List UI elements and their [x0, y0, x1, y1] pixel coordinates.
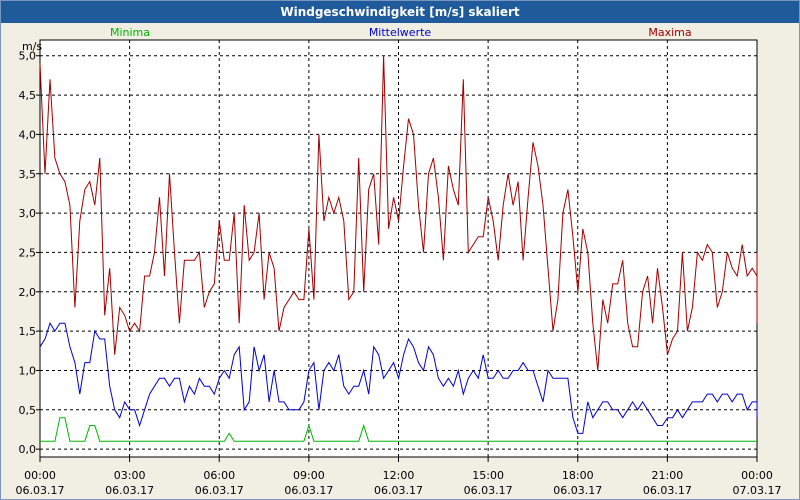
window-title: Windgeschwindigkeit [m/s] skaliert: [1, 1, 799, 23]
legend-entry-maxima: Maxima: [648, 26, 691, 39]
x-tick-time: 00:00: [24, 469, 56, 482]
x-tick-time: 09:00: [293, 469, 325, 482]
legend-entry-minima: Minima: [110, 26, 150, 39]
y-tick-label: 2,5: [19, 246, 37, 259]
series-line-minima: [40, 417, 757, 442]
x-tick-date: 06.03.17: [464, 484, 513, 497]
x-tick-date: 06.03.17: [553, 484, 602, 497]
plot-area: [39, 39, 758, 458]
x-tick-time: 15:00: [472, 469, 504, 482]
legend-entry-mittelwerte: Mittelwerte: [369, 26, 432, 39]
x-tick-time: 06:00: [203, 469, 235, 482]
y-tick-label: 1,5: [19, 325, 37, 338]
x-tick-date: 06.03.17: [284, 484, 333, 497]
y-tick-label: 3,5: [19, 168, 37, 181]
x-tick-date: 07.03.17: [733, 484, 782, 497]
x-tick-time: 12:00: [383, 469, 415, 482]
x-tick-date: 06.03.17: [643, 484, 692, 497]
x-tick-time: 00:00: [741, 469, 773, 482]
y-axis-label: m/s: [22, 40, 42, 53]
x-axis-ticks: 00:00 06.03.17 03:00 06.03.17 06:00 06.03.17 0…: [16, 457, 782, 497]
y-tick-label: 4,0: [19, 128, 37, 141]
x-tick-date: 06.03.17: [374, 484, 423, 497]
series-layer: [39, 55, 758, 442]
x-tick-date: 06.03.17: [16, 484, 65, 497]
y-tick-label: 0,5: [19, 404, 37, 417]
y-tick-label: 2,0: [19, 286, 37, 299]
y-tick-label: 0,0: [19, 443, 37, 456]
x-tick-date: 06.03.17: [105, 484, 154, 497]
series-line-mittelwerte: [39, 322, 758, 434]
y-tick-label: 1,0: [19, 364, 37, 377]
legend: Minima Mittelwerte Maxima: [110, 26, 692, 39]
y-tick-label: 3,0: [19, 207, 37, 220]
x-tick-time: 03:00: [114, 469, 146, 482]
y-axis-ticks: 0,0 0,5 1,0 1,5 2,0 2,5 3,0 3,5 4,0 4,5 5,0: [19, 50, 40, 456]
y-tick-label: 5,0: [19, 50, 37, 63]
x-tick-time: 21:00: [652, 469, 684, 482]
x-tick-date: 06.03.17: [195, 484, 244, 497]
x-tick-time: 18:00: [562, 469, 594, 482]
series-line-maxima: [39, 55, 758, 371]
y-tick-label: 4,5: [19, 89, 37, 102]
